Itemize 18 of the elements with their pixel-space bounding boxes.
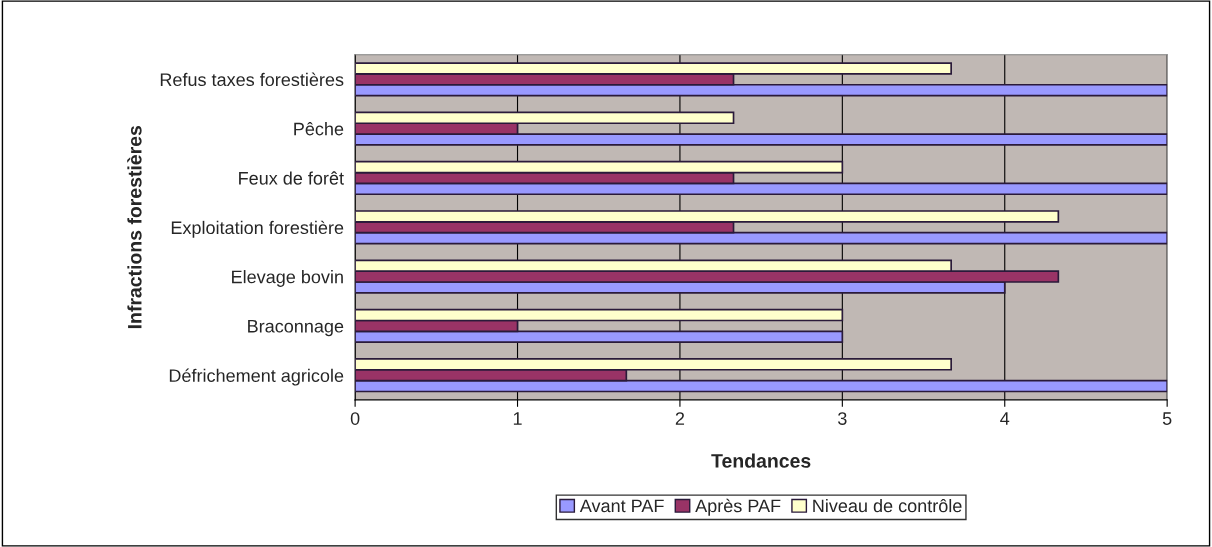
legend-label: Niveau de contrôle	[813, 498, 962, 513]
y-tick-label: Exploitation forestière	[171, 220, 344, 238]
y-tick-label: Défrichement agricole	[169, 368, 344, 386]
y-tick-label: Pêche	[294, 122, 344, 136]
y-tick-label: Refus taxes forestières	[160, 72, 344, 87]
x-tick-label: 0	[350, 412, 360, 425]
x-tick-label: 3	[838, 412, 847, 425]
x-tick-label: 2	[675, 412, 685, 425]
y-tick-label: Braconnage	[248, 320, 344, 337]
legend-label: Après PAF	[695, 498, 781, 516]
y-tick-label: Elevage bovin	[232, 270, 343, 287]
legend-label: Avant PAF	[579, 499, 664, 513]
x-tick-label: 4	[1000, 412, 1010, 425]
y-axis-title: Infractions forestières	[127, 125, 142, 329]
x-axis-title: Tendances	[711, 453, 811, 468]
x-tick-label: 5	[1162, 412, 1172, 425]
x-tick-label: 1	[513, 412, 522, 425]
y-tick-label: Feux de forêt	[239, 171, 344, 185]
